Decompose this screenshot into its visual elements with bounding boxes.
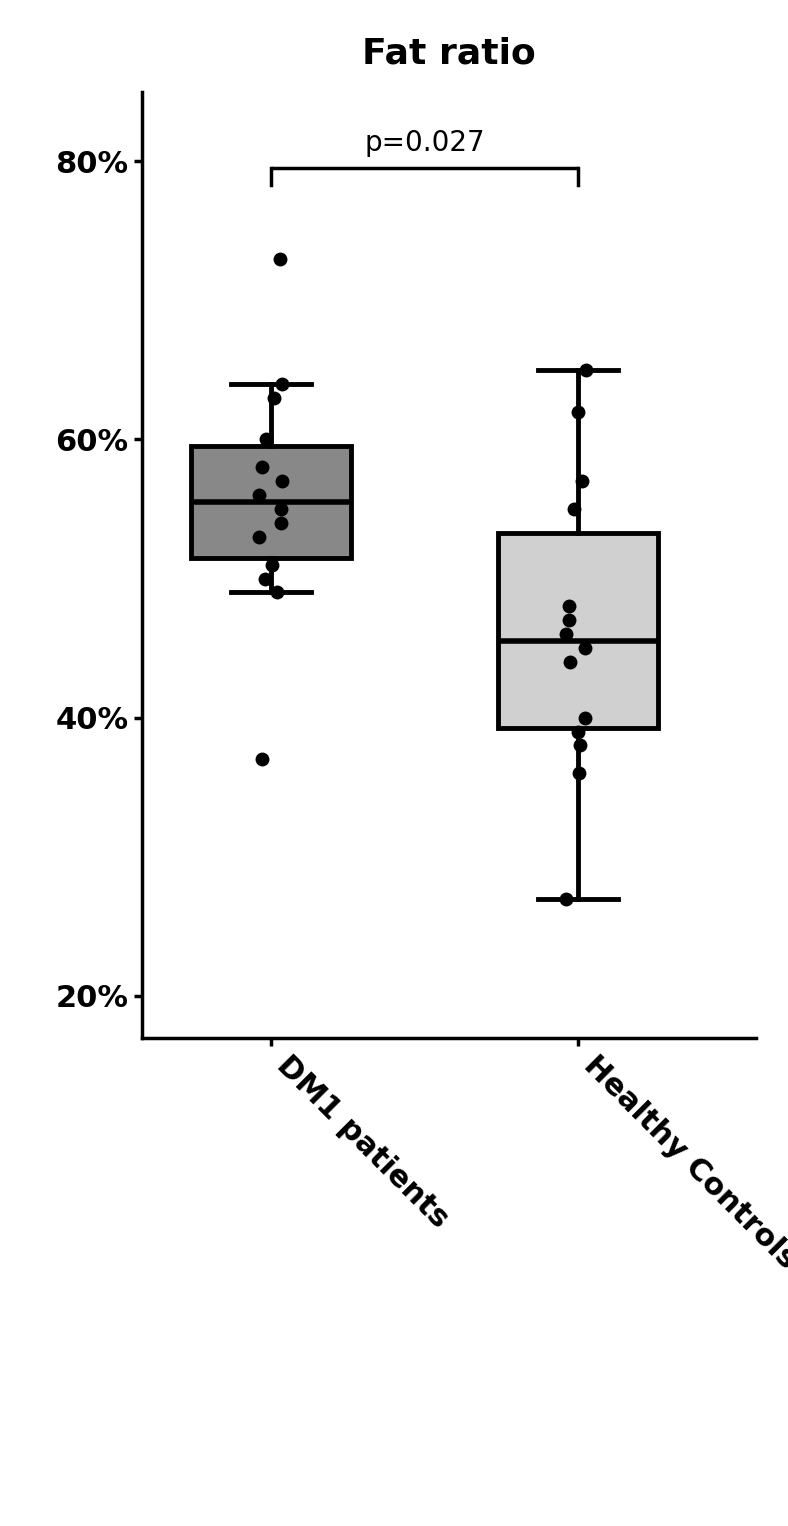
- Point: [255, 455, 268, 479]
- Point: [580, 357, 593, 382]
- Point: [258, 566, 271, 591]
- Point: [256, 748, 269, 772]
- Point: [571, 719, 584, 743]
- Title: Fat ratio: Fat ratio: [362, 37, 536, 70]
- Point: [276, 468, 288, 493]
- Point: [563, 607, 575, 632]
- PathPatch shape: [191, 446, 351, 557]
- Text: p=0.027: p=0.027: [364, 130, 485, 157]
- Point: [563, 650, 576, 674]
- Point: [576, 468, 589, 493]
- Point: [274, 497, 287, 522]
- Point: [267, 386, 280, 410]
- PathPatch shape: [498, 533, 658, 728]
- Point: [559, 887, 572, 911]
- Point: [578, 705, 591, 729]
- Point: [563, 594, 575, 618]
- Point: [259, 427, 272, 452]
- Point: [571, 400, 584, 424]
- Point: [273, 246, 286, 270]
- Point: [253, 482, 266, 507]
- Point: [276, 371, 288, 395]
- Point: [266, 552, 278, 577]
- Point: [573, 734, 585, 758]
- Point: [572, 761, 585, 786]
- Point: [270, 580, 283, 604]
- Point: [275, 511, 288, 536]
- Point: [567, 497, 580, 522]
- Point: [560, 623, 573, 647]
- Point: [253, 525, 266, 549]
- Point: [578, 636, 591, 661]
